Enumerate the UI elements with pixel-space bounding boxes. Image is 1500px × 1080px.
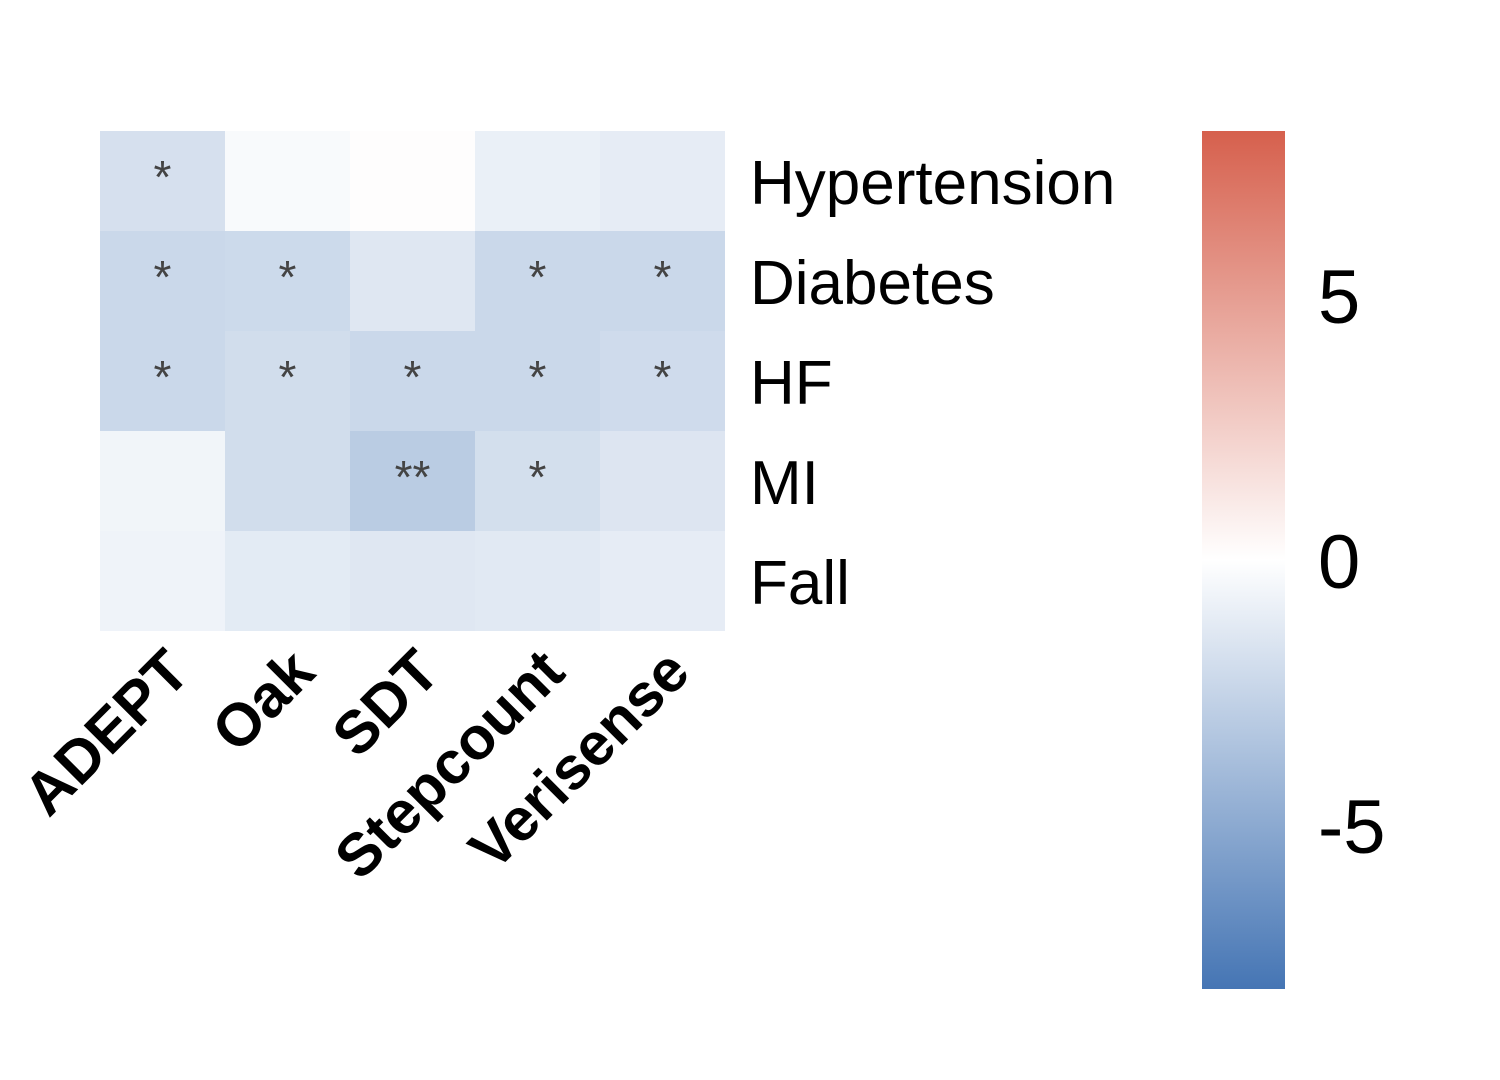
heatmap-cell [600,431,725,531]
legend-tick-label: 0 [1318,520,1360,605]
significance-marker: * [154,351,172,403]
row-label: Fall [750,549,850,618]
heatmap-cells [100,131,725,631]
heatmap-cell [475,231,600,331]
significance-marker: * [279,351,297,403]
heatmap-cell [225,531,350,631]
significance-marker: * [654,351,672,403]
row-labels: Hypertension Diabetes HF MI Fall [750,149,1115,618]
heatmap-cell [600,131,725,231]
heatmap-cell [600,231,725,331]
heatmap-cell [350,331,475,431]
heatmap-cell [225,231,350,331]
heatmap-cell [100,131,225,231]
significance-marker: * [279,251,297,303]
heatmap-cell [225,331,350,431]
significance-marker: * [529,351,547,403]
heatmap-cell [475,331,600,431]
legend-ticks: 5 0 -5 [1318,255,1386,870]
heatmap-cell [600,331,725,431]
significance-marker: * [154,151,172,203]
significance-marker: * [154,251,172,303]
heatmap-cell [100,331,225,431]
heatmap-cell [350,531,475,631]
heatmap-cell [475,131,600,231]
row-label: Hypertension [750,149,1115,218]
row-label: Diabetes [750,249,995,318]
legend-colorbar [1202,131,1285,989]
heatmap-cell [475,531,600,631]
significance-marker: ** [395,451,431,503]
significance-marker: * [404,351,422,403]
significance-marker: * [529,451,547,503]
significance-marker: * [654,251,672,303]
heatmap-cell [350,131,475,231]
legend-tick-label: -5 [1318,785,1386,870]
heatmap-cell [350,231,475,331]
heatmap-cell [350,431,475,531]
column-label: ADEPT [11,637,202,828]
significance-marker: * [529,251,547,303]
heatmap-cell [225,431,350,531]
heatmap-cell [100,431,225,531]
heatmap-cell [225,131,350,231]
heatmap-cell [600,531,725,631]
row-label: HF [750,349,833,418]
heatmap-cell [475,431,600,531]
column-label: Oak [199,636,327,764]
heatmap-cell [100,531,225,631]
row-label: MI [750,449,819,518]
color-legend: 5 0 -5 [1202,131,1386,989]
heatmap-cell [100,231,225,331]
significance-markers: ** * * ** * * * *** * [154,151,672,503]
legend-tick-label: 5 [1318,255,1360,340]
